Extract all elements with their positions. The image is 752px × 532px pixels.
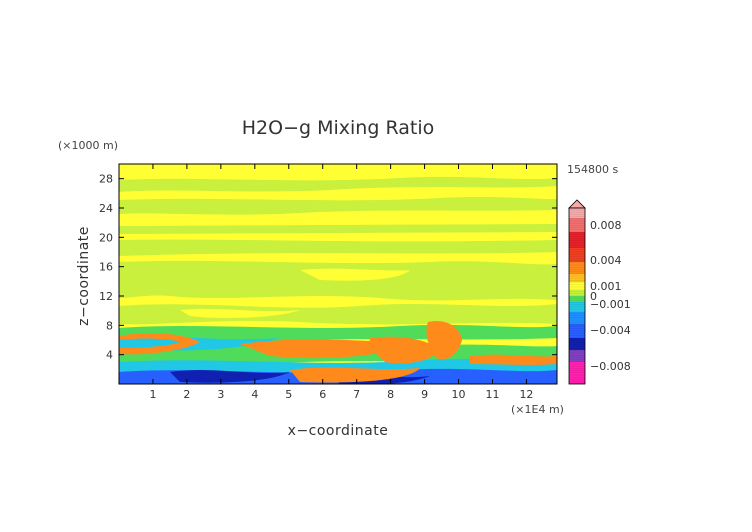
y-tick-label: 16 <box>99 261 113 274</box>
colorbar-top-triangle <box>568 199 586 209</box>
plot-frame <box>118 163 558 385</box>
colorbar-tick-label: −0.008 <box>590 360 631 373</box>
colorbar-tick-label: −0.004 <box>590 324 631 337</box>
x-tick-label: 12 <box>519 388 533 401</box>
y-axis-ticks: 4 8 12 16 20 24 28 <box>99 173 557 362</box>
x-tick-label: 8 <box>387 388 394 401</box>
colorbar-segment <box>569 312 585 324</box>
colorbar-segment <box>569 350 585 362</box>
x-unit-label: (×1E4 m) <box>511 403 564 416</box>
field-orange-3 <box>369 336 440 364</box>
field-band-yg-1 <box>119 176 557 192</box>
chart-title: H2O−g Mixing Ratio <box>242 117 434 139</box>
y-tick-label: 8 <box>106 319 113 332</box>
colorbar-segment <box>569 282 585 290</box>
time-label: 154800 s <box>567 163 618 176</box>
field-orange-1 <box>119 333 200 355</box>
y-unit-label: (×1000 m) <box>58 139 118 152</box>
x-tick-label: 6 <box>319 388 326 401</box>
field-patch-darkblue-1 <box>170 370 290 383</box>
field-orange-5 <box>290 367 420 383</box>
y-tick-label: 28 <box>99 173 113 186</box>
field-island-y-1 <box>300 268 410 281</box>
colorbar-segment <box>569 208 585 218</box>
field-band-yg-2 <box>119 197 557 215</box>
colorbar-segment <box>569 362 585 384</box>
y-axis-label: z−coordinate <box>76 226 92 326</box>
colorbar-tick-label: 0.004 <box>590 254 622 267</box>
colorbar-segment <box>569 338 585 350</box>
x-tick-label: 3 <box>217 388 224 401</box>
x-tick-label: 10 <box>452 388 466 401</box>
colorbar-segment <box>569 290 585 296</box>
x-tick-label: 7 <box>353 388 360 401</box>
colorbar-tick-label: 0 <box>590 290 597 303</box>
field-band-yg-3 <box>119 224 557 234</box>
x-tick-label: 9 <box>421 388 428 401</box>
x-tick-label: 1 <box>149 388 156 401</box>
colorbar-segment <box>569 232 585 248</box>
field-band-yg-6 <box>119 304 557 325</box>
x-tick-label: 11 <box>485 388 499 401</box>
y-tick-label: 20 <box>99 231 113 244</box>
field-island-y-2 <box>180 308 300 318</box>
y-tick-label: 4 <box>106 349 113 362</box>
x-axis-ticks: 1 2 3 4 5 6 7 8 9 10 11 12 <box>149 164 533 401</box>
colorbar-segment <box>569 248 585 262</box>
y-tick-label: 24 <box>99 202 113 215</box>
colorbar-segment <box>569 262 585 274</box>
x-tick-label: 2 <box>183 388 190 401</box>
x-axis-label: x−coordinate <box>288 423 389 439</box>
colorbar-segments <box>569 208 585 385</box>
heatmap-field <box>119 164 557 384</box>
colorbar-frame <box>568 207 586 385</box>
field-orange-6 <box>470 354 557 365</box>
colorbar-segment <box>569 274 585 282</box>
x-tick-label: 4 <box>251 388 258 401</box>
colorbar-segment <box>569 324 585 338</box>
field-band-yg-4 <box>119 239 557 256</box>
field-orange-4 <box>426 320 462 360</box>
colorbar-tick-label: 0.001 <box>590 280 622 293</box>
colorbar-segment <box>569 218 585 232</box>
colorbar-segment <box>569 296 585 302</box>
field-orange-2 <box>240 339 410 359</box>
colorbar-tick-label: −0.001 <box>590 298 631 311</box>
colorbar-tick-label: 0.008 <box>590 219 622 232</box>
colorbar-segment <box>569 302 585 312</box>
y-tick-label: 12 <box>99 290 113 303</box>
x-tick-label: 5 <box>285 388 292 401</box>
